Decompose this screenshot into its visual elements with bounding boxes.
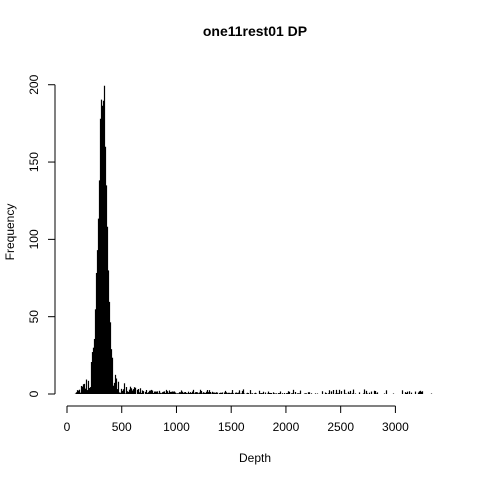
histogram-bars <box>74 85 433 394</box>
y-axis: 0 50 100 150 200 <box>27 74 56 397</box>
y-tick-label: 200 <box>27 74 41 94</box>
x-tick-label: 1500 <box>218 420 245 434</box>
chart-title: one11rest01 DP <box>203 23 307 39</box>
x-tick-label: 1000 <box>163 420 190 434</box>
x-tick-label: 2000 <box>273 420 300 434</box>
x-tick-label: 500 <box>112 420 132 434</box>
x-axis-label: Depth <box>239 451 271 465</box>
y-tick-label: 150 <box>27 152 41 172</box>
x-tick-label: 2500 <box>327 420 354 434</box>
x-axis: 0 500 1000 1500 2000 2500 3000 <box>64 405 409 434</box>
y-tick-label: 0 <box>27 390 41 397</box>
y-axis-label: Frequency <box>3 204 17 261</box>
y-tick-label: 100 <box>27 229 41 249</box>
x-tick-label: 0 <box>64 420 71 434</box>
y-tick-label: 50 <box>27 310 41 324</box>
x-tick-label: 3000 <box>382 420 409 434</box>
